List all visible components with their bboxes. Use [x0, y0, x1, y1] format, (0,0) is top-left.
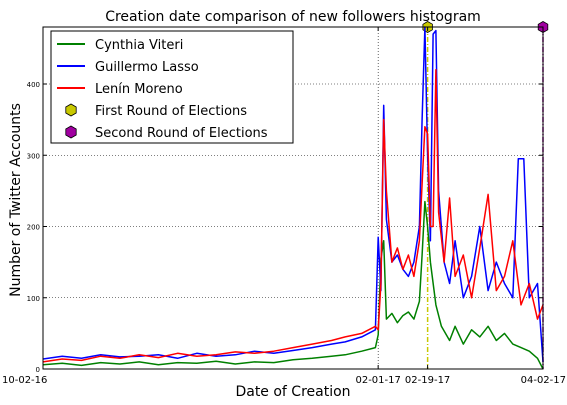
legend-label: First Round of Elections: [95, 104, 247, 119]
x-tick-label: 04-02-17: [521, 375, 566, 386]
legend-label: Second Round of Elections: [95, 126, 268, 141]
y-tick-label: 300: [27, 152, 40, 160]
series-lines: [42, 26, 544, 370]
x-tick-label: 02-01-17: [355, 375, 400, 386]
y-tick-label: 100: [27, 295, 40, 303]
x-tick-label: 10-02-16: [2, 375, 47, 386]
legend-marker: [65, 103, 77, 117]
legend: Cynthia Viteri Guillermo Lasso Lenín Moren…: [50, 30, 294, 144]
x-tick-label: 02-19-17: [405, 375, 450, 386]
legend-label: Guillermo Lasso: [95, 60, 199, 75]
series-line: [42, 200, 544, 370]
legend-label: Lenín Moreno: [95, 82, 183, 97]
legend-box: [50, 30, 294, 144]
x-axis-label: Date of Creation: [235, 384, 350, 400]
legend-marker: [65, 125, 77, 139]
y-tick-label: 0: [36, 366, 40, 374]
axis-ticks: 0 100 200 300 400 10-02-16 02-01-17 02-19-17 04-…: [2, 27, 566, 386]
plot-frame: [42, 26, 544, 370]
y-tick-label: 400: [27, 81, 40, 89]
legend-label: Cynthia Viteri: [95, 38, 183, 53]
chart-title: Creation date comparison of new follower…: [105, 9, 481, 25]
y-axis-label: Number of Twitter Accounts: [8, 103, 24, 297]
y-tick-label: 200: [27, 224, 40, 232]
election-markers: [422, 21, 549, 369]
series-line: [42, 69, 544, 363]
